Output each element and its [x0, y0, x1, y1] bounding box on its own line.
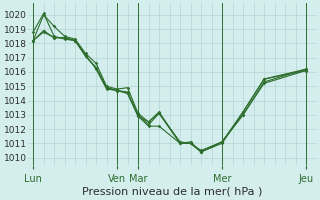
- X-axis label: Pression niveau de la mer( hPa ): Pression niveau de la mer( hPa ): [82, 187, 262, 197]
